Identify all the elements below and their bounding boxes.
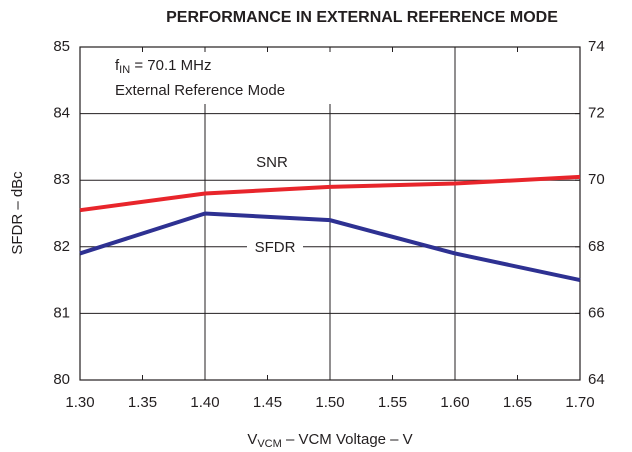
- y-tick-label: 81: [53, 304, 70, 321]
- x-tick-label: 1.70: [565, 394, 594, 411]
- annotation-part: = 70.1 MHz: [130, 57, 211, 74]
- x-tick-label: 1.30: [65, 394, 94, 411]
- x-axis-label-main: V: [247, 431, 257, 448]
- y2-tick-label: 70: [588, 171, 605, 188]
- annotation-part: f: [115, 57, 120, 74]
- x-axis-label-sub: VCM: [257, 438, 281, 450]
- x-tick-label: 1.35: [128, 394, 157, 411]
- y2-tick-label: 72: [588, 105, 605, 122]
- y-tick-label: 85: [53, 38, 70, 55]
- y-tick-label: 80: [53, 371, 70, 388]
- x-tick-label: 1.55: [378, 394, 407, 411]
- series-label: SNR: [256, 154, 288, 171]
- annotation-bg: [108, 52, 348, 104]
- y2-tick-label: 68: [588, 238, 605, 255]
- y-tick-label: 83: [53, 171, 70, 188]
- series-line: [79, 174, 581, 213]
- series-label-bg: [244, 152, 300, 174]
- series-line: [79, 211, 581, 283]
- y2-tick-label: 64: [588, 371, 605, 388]
- x-tick-label: 1.65: [503, 394, 532, 411]
- x-tick-label: 1.60: [440, 394, 469, 411]
- series-label-bg: [247, 237, 303, 259]
- y2-tick-label: 74: [588, 38, 605, 55]
- x-tick-label: 1.50: [315, 394, 344, 411]
- series-label: SFDR: [255, 239, 296, 256]
- x-axis-label: VVCM – VCM Voltage – V: [247, 431, 412, 450]
- annotation-part: IN: [119, 64, 130, 76]
- plot-frame: [79, 46, 581, 381]
- x-tick-label: 1.45: [253, 394, 282, 411]
- y-axis-label: SFDR – dBc: [9, 171, 26, 255]
- y-tick-label: 84: [53, 105, 70, 122]
- annotation: fIN = 70.1 MHz: [115, 57, 211, 76]
- y-tick-label: 82: [53, 238, 70, 255]
- x-tick-label: 1.40: [190, 394, 219, 411]
- y2-tick-label: 66: [588, 304, 605, 321]
- annotation: External Reference Mode: [115, 82, 285, 99]
- x-axis-label-rest: – VCM Voltage – V: [282, 431, 413, 448]
- chart-title: PERFORMANCE IN EXTERNAL REFERENCE MODE: [166, 9, 558, 26]
